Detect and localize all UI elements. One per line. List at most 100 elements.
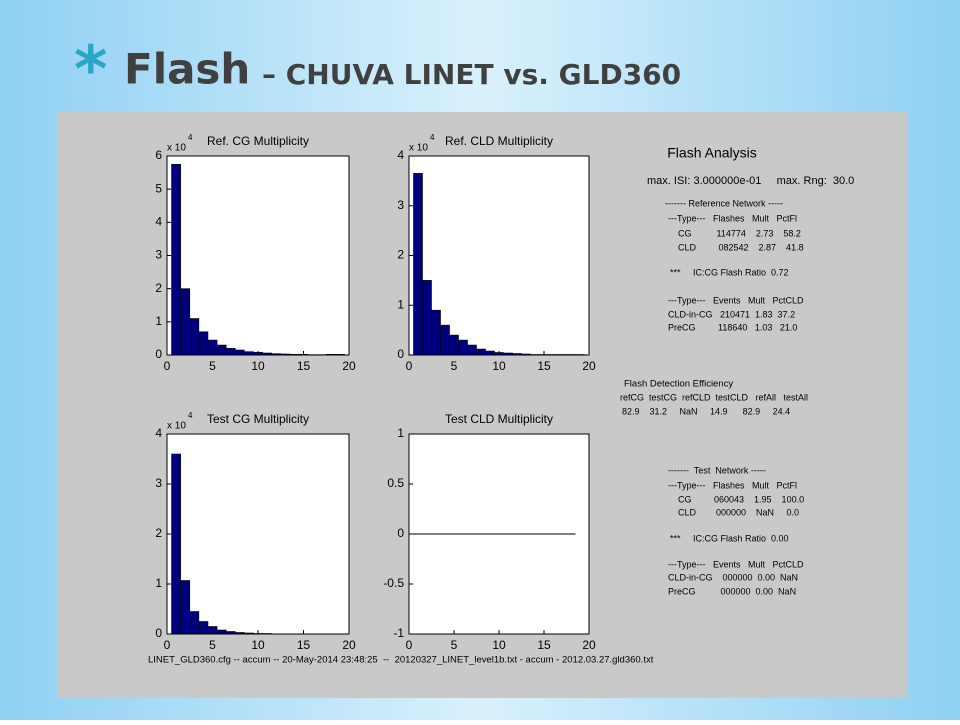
y-tick-label: 2	[397, 248, 404, 262]
chart-title: Test CG Multiplicity	[207, 412, 309, 426]
bar	[253, 352, 262, 355]
x-tick-label: 5	[451, 638, 458, 652]
x-tick-label: 0	[406, 638, 413, 652]
x-tick-label: 5	[209, 638, 216, 652]
bar	[226, 348, 235, 355]
analysis-line: CLD-in-CG 000000 0.00 NaN	[668, 572, 798, 582]
bar	[495, 353, 504, 355]
chart-title: Ref. CLD Multiplicity	[445, 134, 553, 148]
analysis-line: PreCG 118640 1.03 21.0	[668, 322, 797, 332]
slide-subtitle: – CHUVA LINET vs. GLD360	[262, 58, 681, 91]
y-tick-label: 4	[397, 148, 404, 162]
multiplier: x 10	[167, 421, 186, 432]
bar	[459, 340, 468, 355]
bar	[468, 345, 477, 355]
bar	[253, 634, 262, 635]
bar	[441, 325, 450, 355]
y-tick-label: 1	[397, 297, 404, 311]
bar	[281, 354, 290, 355]
bar	[504, 353, 513, 355]
y-tick-label: 1	[155, 314, 162, 328]
y-tick-label: -0.5	[383, 576, 404, 590]
x-tick-label: 20	[582, 359, 596, 373]
bar	[335, 354, 344, 355]
x-tick-label: 20	[342, 359, 356, 373]
bar	[172, 454, 181, 634]
analysis-line: *** IC:CG Flash Ratio 0.72	[670, 267, 789, 277]
bar	[181, 289, 190, 355]
x-tick-label: 15	[297, 359, 311, 373]
x-tick-label: 5	[451, 359, 458, 373]
analysis-line: PreCG 000000 0.00 NaN	[668, 586, 796, 596]
x-tick-label: 15	[537, 359, 551, 373]
x-tick-label: 20	[582, 638, 596, 652]
bar	[326, 354, 335, 355]
bar	[208, 340, 217, 355]
y-tick-label: 2	[155, 281, 162, 295]
bar	[299, 354, 308, 355]
y-tick-label: 2	[155, 526, 162, 540]
bar	[199, 622, 208, 635]
y-tick-label: 3	[155, 476, 162, 490]
y-tick-label: 1	[397, 426, 404, 440]
x-tick-label: 5	[209, 359, 216, 373]
bar	[477, 349, 486, 355]
analysis-line: ---Type--- Flashes Mult PctFl	[668, 480, 797, 490]
y-tick-label: 4	[155, 215, 162, 229]
analysis-line: CLD-in-CG 210471 1.83 37.2	[668, 309, 795, 319]
analysis-line: ---Type--- Flashes Mult PctFl	[668, 213, 797, 223]
bar	[513, 354, 522, 355]
analysis-line: CLD 000000 NaN 0.0	[678, 507, 799, 517]
bar	[450, 335, 459, 355]
x-tick-label: 20	[342, 638, 356, 652]
y-tick-label: 4	[155, 426, 162, 440]
y-tick-label: 0	[397, 526, 404, 540]
y-tick-label: 3	[397, 198, 404, 212]
multiplier: x 10	[409, 143, 428, 154]
y-tick-label: 3	[155, 248, 162, 262]
multiplier-exponent: 4	[188, 411, 193, 420]
multiplier: x 10	[167, 143, 186, 154]
bar	[217, 630, 226, 634]
bar	[414, 173, 423, 355]
analysis-line: refCG testCG refCLD testCLD refAll testA…	[620, 392, 808, 402]
x-tick-label: 10	[492, 359, 506, 373]
bar	[522, 354, 531, 355]
x-tick-label: 10	[251, 359, 265, 373]
x-tick-label: 0	[406, 359, 413, 373]
bar	[263, 353, 272, 355]
x-tick-label: 0	[164, 359, 171, 373]
bar	[432, 310, 441, 355]
analysis-line: max. ISI: 3.000000e-01 max. Rng: 30.0	[647, 175, 854, 187]
bar	[190, 319, 199, 355]
y-tick-label: -1	[393, 626, 404, 640]
bar	[226, 632, 235, 635]
bar	[235, 350, 244, 355]
multiplier-exponent: 4	[430, 133, 435, 142]
slide-title: Flash	[124, 45, 250, 94]
x-tick-label: 15	[297, 638, 311, 652]
bar	[235, 633, 244, 635]
chart-title: Ref. CG Multiplicity	[207, 134, 309, 148]
analysis-line: CG 060043 1.95 100.0	[678, 494, 804, 504]
y-tick-label: 0.5	[387, 476, 404, 490]
analysis-line: ------- Reference Network -----	[665, 198, 783, 208]
bar	[217, 345, 226, 355]
x-tick-label: 10	[251, 638, 265, 652]
analysis-line: 82.9 31.2 NaN 14.9 82.9 24.4	[622, 406, 790, 416]
bar	[423, 280, 432, 355]
analysis-line: Flash Detection Efficiency	[624, 379, 733, 390]
y-tick-label: 1	[155, 576, 162, 590]
analysis-title: Flash Analysis	[667, 145, 756, 161]
y-tick-label: 0	[397, 347, 404, 361]
analysis-line: ------- Test Network -----	[668, 465, 766, 475]
multiplier-exponent: 4	[188, 133, 193, 142]
y-tick-label: 0	[155, 626, 162, 640]
bar	[190, 612, 199, 635]
y-tick-label: 6	[155, 148, 162, 162]
x-tick-label: 0	[164, 638, 171, 652]
analysis-line: CG 114774 2.73 58.2	[678, 228, 801, 238]
bullet: *	[74, 34, 107, 108]
analysis-line: ---Type--- Events Mult PctCLD	[668, 559, 804, 569]
